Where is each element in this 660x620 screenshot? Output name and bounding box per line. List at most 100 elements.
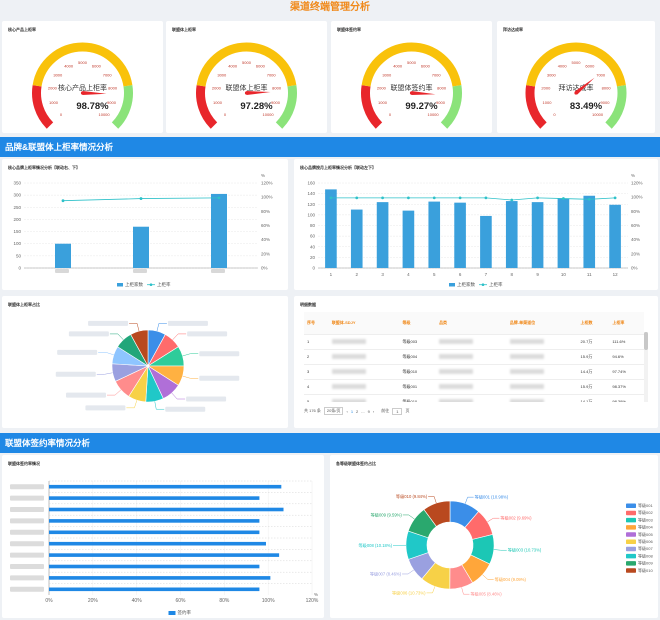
table-header-cell[interactable]: 等级 <box>399 312 437 335</box>
bar <box>49 530 260 535</box>
gauge-scale-label: 0 <box>60 112 63 117</box>
gauge-tick <box>389 58 392 61</box>
gauge-tick <box>215 117 217 120</box>
gauge-center-label: 联盟体签约率 <box>391 83 433 92</box>
sign-rate-bar-chart: 0% 20% 40% 60% 80% 100% 120%% 签约率 <box>10 480 319 616</box>
pager-next-button[interactable]: › <box>372 408 375 414</box>
section-brand-header: 品牌&联盟体上柜率情况分析 <box>0 137 660 157</box>
pie-leader <box>129 323 140 332</box>
gauge-panel: 核心产品上柜率 0 1000 2000 3000 4000 5000 6000 7000 8000… <box>2 21 163 133</box>
legend-swatch-bar <box>117 283 123 287</box>
table-header-cell[interactable]: 联盟体-SDJY <box>328 312 400 335</box>
pager-page-1[interactable]: 1 <box>350 408 354 414</box>
gauge-tick <box>102 58 105 61</box>
y2-tick-label: 80% <box>261 209 270 214</box>
table-header-cell[interactable]: 上柜数 <box>577 312 610 335</box>
pager-size-select[interactable]: 20条/页 <box>323 407 344 415</box>
y2-tick-label: 100% <box>261 195 273 200</box>
gauge-scale-label: 1000 <box>378 100 388 105</box>
y-tick-label: 350 <box>13 181 21 186</box>
gauge-tick <box>213 68 218 72</box>
gauge-scale-label: 0 <box>553 112 556 117</box>
table-cell-blurred <box>436 334 507 350</box>
blurred-category <box>10 529 44 535</box>
table-scrollbar[interactable] <box>644 332 648 402</box>
gauge-tick <box>278 114 281 116</box>
table-header-row: 序号 联盟体-SDJY 等级 品类 品牌-单渠道位 上柜数 上柜率 <box>304 312 644 335</box>
table-header-cell[interactable]: 品牌-单渠道位 <box>506 312 578 335</box>
table-cell-count: 15.9万 <box>577 349 610 365</box>
gauge-tick <box>269 60 272 63</box>
gauge-tick <box>540 111 543 113</box>
gauge-scale-label: 3000 <box>217 73 227 78</box>
pager-goto-input[interactable]: 1 <box>392 407 403 415</box>
table-row[interactable]: 2 等级004 15.9万 94.6% <box>304 349 644 365</box>
blurred-category <box>55 269 69 273</box>
table-cell-blurred <box>328 364 400 380</box>
gauge-scale-label: 1000 <box>213 100 223 105</box>
gauge-tick <box>275 68 280 72</box>
x-tick-label: 120% <box>306 598 319 604</box>
blurred-pie-label <box>85 405 126 411</box>
table-cell-count: 14.4万 <box>577 364 610 380</box>
gauge-center-label: 核心产品上柜率 <box>58 83 107 92</box>
level-donut-title: 各等级联盟体签约占比 <box>336 461 376 466</box>
table-cell-rate: 97.74% <box>609 364 644 380</box>
gauge-tick <box>207 103 212 106</box>
table-row[interactable]: 4 等级001 15.9万 98.37% <box>304 379 644 395</box>
bar <box>350 209 363 268</box>
table-row[interactable]: 3 等级010 14.4万 97.74% <box>304 364 644 380</box>
pie-leader <box>98 352 114 356</box>
table-cell-no: 4 <box>304 379 329 395</box>
table-cell-blurred <box>506 394 578 402</box>
gauge-scale-label: 2000 <box>541 86 551 91</box>
y-tick-label: 150 <box>13 229 21 234</box>
pager-page-2[interactable]: 2 <box>356 408 359 414</box>
pie-leader <box>172 333 187 340</box>
gauge-scale-label: 8000 <box>437 86 447 91</box>
y2-tick-label: 20% <box>261 251 270 256</box>
legend-label-line: 上柜率 <box>157 281 171 288</box>
pager-page-9[interactable]: 9 <box>367 408 370 414</box>
table-cell-blurred <box>328 349 400 365</box>
gauge-tick <box>544 117 547 120</box>
gauge-needle-hub <box>574 91 578 95</box>
gauge-tick <box>446 75 449 77</box>
gauge-tick <box>372 103 377 106</box>
table-scrollbar-thumb[interactable] <box>644 332 648 350</box>
gauge-tick <box>42 86 47 88</box>
gauge-tick <box>396 55 398 58</box>
blurred-category <box>211 269 225 273</box>
table-header-cell[interactable]: 序号 <box>304 312 329 335</box>
gauge-tick <box>48 114 51 116</box>
gauge-tick <box>376 72 379 74</box>
gauge-tick <box>537 103 542 106</box>
gauge-arc-green <box>440 85 462 129</box>
gauge-scale-label: 7000 <box>267 73 277 78</box>
bar <box>557 198 570 268</box>
gauge-tick <box>116 111 119 113</box>
gauge-tick <box>234 54 236 57</box>
gauge-needle <box>82 91 107 95</box>
table-cell-blurred <box>328 379 400 395</box>
gauge-tick <box>209 108 212 110</box>
table-header-cell[interactable]: 上柜率 <box>609 312 644 335</box>
gauge-tick <box>557 56 560 61</box>
rate-point <box>587 197 591 201</box>
gauge-scale-label: 4000 <box>64 63 74 68</box>
table-header-cell[interactable]: 品类 <box>436 312 507 335</box>
gauge-needle <box>411 91 436 95</box>
gauge-tick <box>610 75 613 77</box>
gauge-scale-label: 0 <box>224 112 227 117</box>
pie-leader <box>182 375 199 379</box>
pager-prev-button[interactable]: ‹ <box>346 408 348 414</box>
pager-ellipsis: ... <box>361 408 365 414</box>
gauge-scale-label: 10000 <box>592 112 604 117</box>
gauge-tick <box>224 58 227 61</box>
table-cell-blurred <box>506 379 578 395</box>
x-tick-label: 11 <box>587 272 592 277</box>
table-row[interactable]: 1 等级003 20.7万 111.6% <box>304 334 644 350</box>
table-row[interactable]: 5 等级010 14.1万 98.39% <box>304 394 644 402</box>
gauge-arc-yellow <box>196 42 297 87</box>
table-cell-count: 14.1万 <box>577 394 610 402</box>
